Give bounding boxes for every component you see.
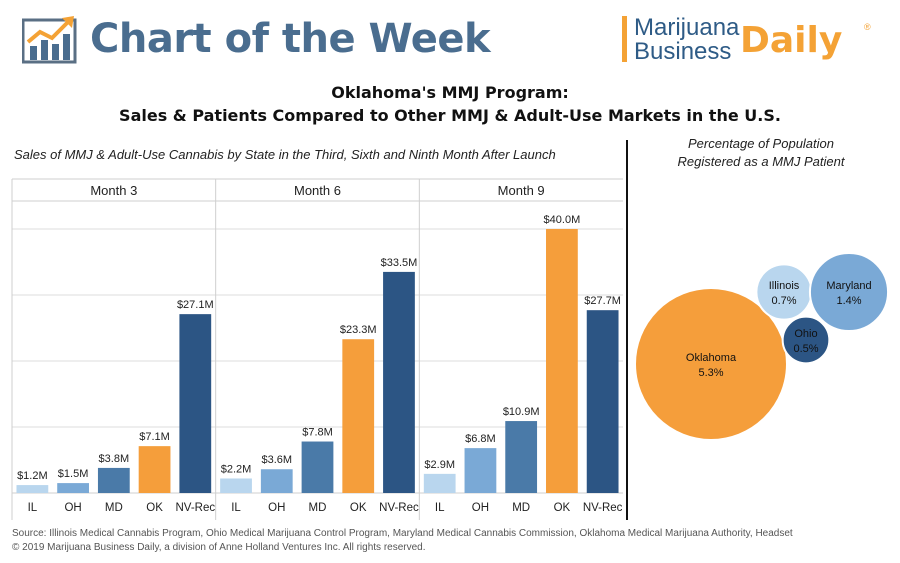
brand-registered-mark: ® (864, 22, 871, 32)
bar-ok-month-6 (342, 339, 375, 493)
bar-ok-month-9 (546, 229, 578, 493)
bubble-chart-subtitle: Percentage of Population Registered as a… (630, 135, 892, 171)
panel-header-label: Month 6 (294, 183, 341, 198)
bar-md-month-3 (97, 467, 130, 493)
brand-logo: Marijuana Business Daily ® (622, 12, 882, 72)
bar-nv-rec-month-9 (586, 310, 619, 493)
bar-oh-month-9 (464, 448, 497, 493)
bubble-label-value: 0.5% (793, 343, 818, 355)
x-tick-label: OH (472, 502, 489, 514)
chart-divider (626, 140, 628, 520)
bubble-label-value: 1.4% (836, 295, 861, 307)
bubble-ohio (781, 315, 831, 365)
x-tick-label: OH (268, 502, 285, 514)
header-title: Chart of the Week (90, 16, 491, 62)
bubble-label-name: Oklahoma (686, 352, 737, 364)
bar-value-label: $7.1M (139, 431, 170, 443)
panel-header-label: Month 9 (498, 183, 545, 198)
x-tick-label: MD (105, 502, 123, 514)
bar-oh-month-3 (57, 483, 89, 493)
bubble-label-name: Maryland (826, 280, 871, 292)
source-line1: Source: Illinois Medical Cannabis Progra… (12, 528, 793, 539)
brand-line2: Business (634, 38, 732, 65)
bar-value-label: $7.8M (302, 427, 333, 439)
x-tick-label: MD (512, 502, 530, 514)
bar-oh-month-6 (260, 469, 293, 493)
bar-il-month-6 (220, 478, 252, 493)
chart-title-line2: Sales & Patients Compared to Other MMJ &… (119, 106, 781, 125)
x-tick-label: NV-Rec (175, 502, 215, 514)
bar-value-label: $27.1M (177, 299, 214, 311)
brand-daily: Daily (740, 20, 843, 61)
x-tick-label: MD (309, 502, 327, 514)
bubble-label-value: 0.7% (771, 295, 796, 307)
x-tick-label: IL (435, 502, 445, 514)
bar-md-month-9 (505, 421, 538, 493)
x-tick-label: OH (64, 502, 81, 514)
bubble-label-name: Illinois (769, 280, 800, 292)
x-tick-label: IL (231, 502, 241, 514)
bubble-oklahoma (634, 287, 788, 441)
bar-value-label: $33.5M (381, 257, 418, 269)
bubble-maryland (808, 251, 890, 333)
chart-title-line1: Oklahoma's MMJ Program: (331, 83, 569, 102)
source-note: Source: Illinois Medical Cannabis Progra… (12, 527, 793, 555)
x-tick-label: NV-Rec (583, 502, 623, 514)
bar-value-label: $10.9M (503, 406, 540, 418)
bubble-label-name: Ohio (794, 328, 817, 340)
bar-chart-subtitle: Sales of MMJ & Adult-Use Cannabis by Sta… (14, 147, 556, 162)
x-tick-label: NV-Rec (379, 502, 419, 514)
brand-bar (622, 16, 627, 62)
bar-il-month-3 (16, 485, 49, 493)
bar-value-label: $3.8M (99, 453, 130, 465)
bubble-subtitle-line2: Registered as a MMJ Patient (677, 154, 845, 169)
bar-value-label: $1.5M (58, 468, 89, 480)
x-tick-label: OK (554, 502, 571, 514)
bar-value-label: $27.7M (584, 295, 621, 307)
bar-nv-rec-month-3 (179, 314, 212, 493)
bar-value-label: $2.2M (221, 463, 252, 475)
bubble-label-value: 5.3% (698, 367, 723, 379)
source-line2: © 2019 Marijuana Business Daily, a divis… (12, 542, 426, 553)
bar-value-label: $2.9M (424, 459, 455, 471)
x-tick-label: IL (28, 502, 38, 514)
bar-value-label: $40.0M (544, 214, 581, 226)
bubble-subtitle-line1: Percentage of Population (688, 136, 834, 151)
brand-line1: Marijuana (634, 14, 740, 41)
bar-ok-month-3 (138, 446, 171, 493)
bar-value-label: $6.8M (465, 433, 496, 445)
bar-md-month-6 (301, 441, 334, 493)
bar-nv-rec-month-6 (383, 271, 415, 493)
x-tick-label: OK (146, 502, 163, 514)
bar-value-label: $23.3M (340, 324, 377, 336)
panel-header-label: Month 3 (90, 183, 137, 198)
bar-value-label: $3.6M (261, 454, 292, 466)
chart-logo-icon (22, 16, 77, 64)
bar-il-month-9 (423, 473, 456, 493)
bubble-illinois (755, 263, 813, 321)
bar-value-label: $1.2M (17, 470, 48, 482)
x-tick-label: OK (350, 502, 367, 514)
